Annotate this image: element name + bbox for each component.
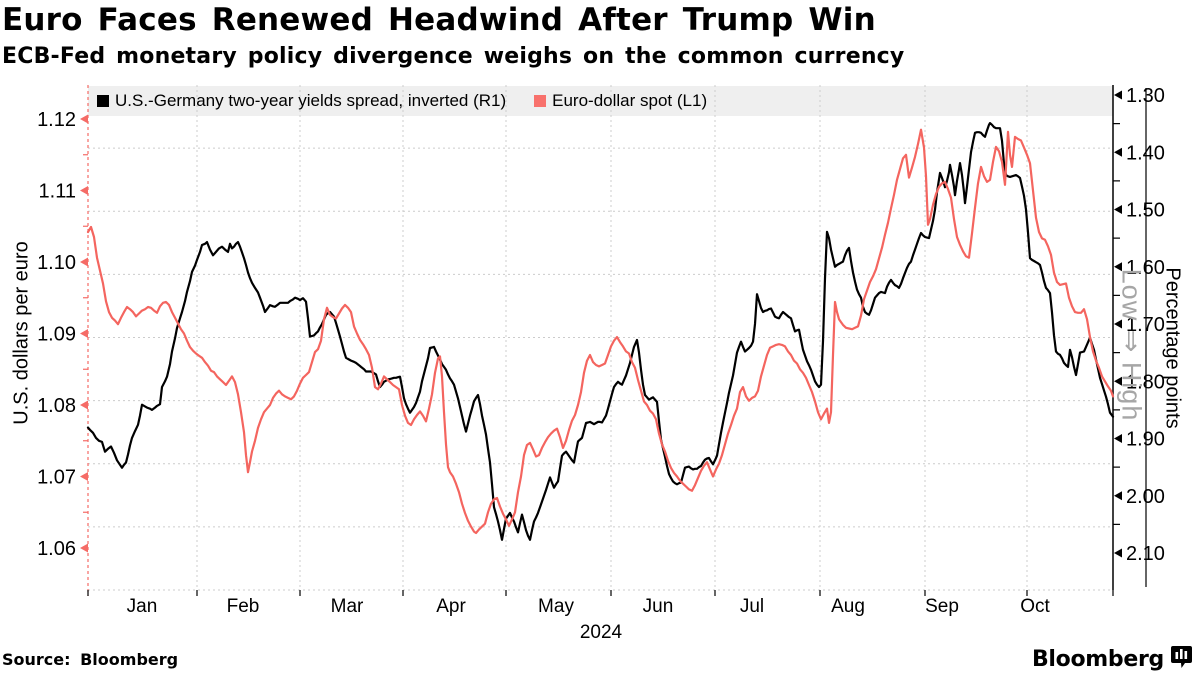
y-left-tick-arrow xyxy=(80,114,88,124)
y-left-tick-label: 1.08 xyxy=(37,395,76,417)
y-left-tick-arrow xyxy=(80,400,88,410)
x-axis-month-label: Feb xyxy=(227,596,260,617)
y-right-tick-label: 1.70 xyxy=(1126,314,1165,336)
y-left-tick-arrow xyxy=(80,257,88,267)
legend-swatch xyxy=(534,95,547,107)
legend-label: Euro-dollar spot (L1) xyxy=(552,91,708,110)
y-left-tick-label: 1.12 xyxy=(37,109,76,131)
y-right-tick-arrow xyxy=(1114,262,1122,272)
y-left-tick-arrow xyxy=(80,186,88,195)
x-axis-month-label: May xyxy=(538,596,574,617)
legend-background xyxy=(88,86,1113,116)
x-axis-month-label: Jan xyxy=(127,596,158,617)
bloomberg-wordmark: Bloomberg xyxy=(1031,647,1164,672)
y-right-tick-arrow xyxy=(1114,90,1122,100)
y-right-tick-label: 2.10 xyxy=(1126,543,1165,565)
series-line-us-germany-spread xyxy=(86,121,1115,541)
y-right-tick-label: 1.50 xyxy=(1126,200,1165,222)
y-right-tick-arrow xyxy=(1114,319,1122,329)
y-right-tick-label: 1.30 xyxy=(1126,85,1165,107)
x-axis-year-label: 2024 xyxy=(580,622,623,643)
y-right-tick-label: 1.60 xyxy=(1126,257,1165,279)
y-right-tick-arrow xyxy=(1114,548,1122,558)
x-axis-month-label: Apr xyxy=(436,596,466,617)
y-left-tick-arrow xyxy=(80,543,88,553)
y-right-tick-label: 1.80 xyxy=(1126,371,1165,393)
legend-swatch xyxy=(97,95,109,107)
legend-label: U.S.-Germany two-year yields spread, inv… xyxy=(115,91,507,110)
y-left-tick-label: 1.11 xyxy=(39,181,76,203)
y-right-tick-arrow xyxy=(1114,376,1122,386)
y-left-tick-arrow xyxy=(80,472,88,481)
y-left-tick-label: 1.06 xyxy=(37,538,76,560)
legend-item: Euro-dollar spot (L1) xyxy=(534,91,707,111)
x-axis-month-label: Aug xyxy=(831,596,865,617)
y-right-tick-arrow xyxy=(1114,491,1122,501)
chart-legend: U.S.-Germany two-year yields spread, inv… xyxy=(97,91,707,111)
y-right-tick-label: 1.90 xyxy=(1126,429,1165,451)
y-left-tick-label: 1.09 xyxy=(37,324,76,346)
y-right-tick-label: 1.40 xyxy=(1126,142,1165,164)
y-left-tick-label: 1.10 xyxy=(37,252,76,274)
x-axis-month-label: Jun xyxy=(643,596,674,617)
bloomberg-logo: Bloomberg xyxy=(1032,645,1192,674)
y-left-tick-arrow xyxy=(80,329,88,338)
y-right-tick-arrow xyxy=(1114,147,1122,157)
x-axis-month-label: Sep xyxy=(925,596,959,617)
x-axis-month-label: Jul xyxy=(740,596,764,617)
right-axis-direction-label: Low ⇒ High xyxy=(1116,268,1147,422)
bloomberg-terminal-icon xyxy=(1171,645,1192,674)
legend-item: U.S.-Germany two-year yields spread, inv… xyxy=(97,91,506,111)
y-right-tick-arrow xyxy=(1114,205,1122,214)
y-right-tick-label: 2.00 xyxy=(1126,486,1165,508)
x-axis-month-label: Mar xyxy=(331,596,364,617)
page-title: Euro Faces Renewed Headwind After Trump … xyxy=(2,2,876,38)
y-left-tick-label: 1.07 xyxy=(37,467,76,489)
y-right-tick-arrow xyxy=(1114,434,1122,443)
series-line-euro-dollar-spot xyxy=(86,128,1115,535)
y-right-axis-title: Percentage points xyxy=(1161,267,1184,429)
page-subtitle: ECB-Fed monetary policy divergence weigh… xyxy=(2,44,905,69)
source-note: Source: Bloomberg xyxy=(2,650,179,669)
x-axis-month-label: Oct xyxy=(1020,596,1050,617)
y-left-axis-title: U.S. dollars per euro xyxy=(10,241,33,425)
